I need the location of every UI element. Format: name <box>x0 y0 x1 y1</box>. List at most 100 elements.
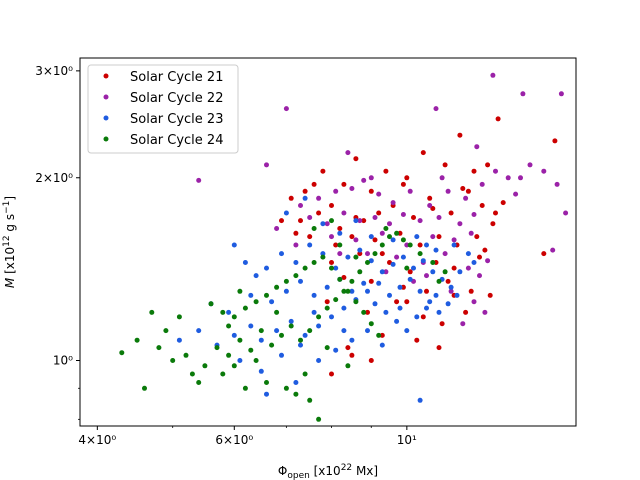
data-point <box>404 175 410 181</box>
data-point <box>482 247 488 253</box>
data-point <box>361 177 367 183</box>
legend-marker <box>103 115 109 121</box>
data-point <box>400 237 406 243</box>
data-point <box>333 347 339 353</box>
data-point <box>324 284 330 290</box>
data-point <box>283 106 289 112</box>
data-point <box>196 328 202 334</box>
data-point <box>202 363 208 369</box>
data-point <box>176 337 182 343</box>
data-point <box>196 380 202 385</box>
data-point <box>372 301 378 307</box>
data-point <box>436 309 442 315</box>
data-point <box>490 221 496 227</box>
data-point <box>156 345 162 351</box>
data-point <box>119 350 125 356</box>
data-point <box>329 314 334 320</box>
data-point <box>264 380 269 385</box>
ticks-layer: 4×10⁰ 6×10⁰ 10¹ 10⁰ 2×10⁰ 3×10⁰ <box>35 64 417 447</box>
data-point <box>368 278 374 284</box>
data-point <box>214 345 220 351</box>
data-point <box>468 230 474 236</box>
data-point <box>365 251 370 257</box>
data-point <box>283 210 289 216</box>
data-point <box>477 254 482 260</box>
data-point <box>311 292 317 298</box>
data-point <box>541 168 547 174</box>
data-point <box>376 280 382 286</box>
data-point <box>149 309 155 315</box>
svg-text:Φopen [x1022 Mx]: Φopen [x1022 Mx] <box>278 463 378 480</box>
data-point <box>316 314 322 320</box>
data-point <box>417 288 423 294</box>
data-point <box>231 242 237 248</box>
data-point <box>463 195 469 201</box>
data-point <box>345 150 351 156</box>
data-point <box>176 314 182 320</box>
data-point <box>253 299 259 305</box>
data-point <box>288 323 294 329</box>
data-point <box>448 284 454 290</box>
data-point <box>451 237 457 243</box>
data-point <box>242 385 248 391</box>
data-point <box>274 284 280 290</box>
data-point <box>471 260 477 265</box>
data-point <box>208 301 214 307</box>
data-point <box>407 188 413 194</box>
data-point <box>248 323 254 329</box>
data-point <box>420 150 426 156</box>
data-point <box>448 288 454 294</box>
data-point <box>353 299 359 305</box>
data-point <box>196 177 202 183</box>
data-point <box>279 332 284 338</box>
data-point <box>345 363 351 369</box>
data-point <box>454 292 460 298</box>
data-point <box>311 260 317 265</box>
data-point <box>411 215 416 220</box>
data-point <box>397 284 403 290</box>
data-point <box>242 260 248 265</box>
data-point <box>329 203 334 208</box>
data-point <box>248 292 254 298</box>
data-point <box>376 210 382 216</box>
data-point <box>365 328 370 334</box>
series-3 <box>176 195 477 403</box>
data-point <box>439 321 445 327</box>
data-point <box>474 234 480 240</box>
data-point <box>527 162 533 168</box>
data-point <box>237 288 243 294</box>
data-point <box>329 260 334 265</box>
data-point <box>269 342 275 348</box>
data-point <box>349 288 355 294</box>
data-point <box>345 345 351 351</box>
data-point <box>558 91 564 97</box>
data-point <box>231 314 237 320</box>
data-point <box>242 305 248 311</box>
data-point <box>258 328 264 334</box>
data-point <box>420 314 426 320</box>
data-point <box>552 138 558 144</box>
data-point <box>485 258 491 264</box>
data-point <box>436 345 442 351</box>
data-point <box>333 297 339 303</box>
data-point <box>324 299 330 305</box>
data-point <box>274 309 280 315</box>
data-point <box>279 251 284 257</box>
data-point <box>394 230 400 236</box>
data-point <box>307 242 313 248</box>
data-point <box>554 181 560 187</box>
data-point <box>279 218 284 224</box>
data-point <box>311 226 317 231</box>
data-point <box>302 265 308 271</box>
data-point <box>417 242 423 248</box>
data-point <box>465 251 471 257</box>
data-point <box>505 175 511 181</box>
data-point <box>341 288 347 294</box>
x-axis-label: Φopen [x1022 Mx] <box>278 463 378 480</box>
data-point <box>329 371 334 377</box>
data-point <box>474 144 480 150</box>
legend-label: Solar Cycle 22 <box>130 91 223 106</box>
data-point <box>333 265 339 271</box>
data-point <box>424 242 429 248</box>
